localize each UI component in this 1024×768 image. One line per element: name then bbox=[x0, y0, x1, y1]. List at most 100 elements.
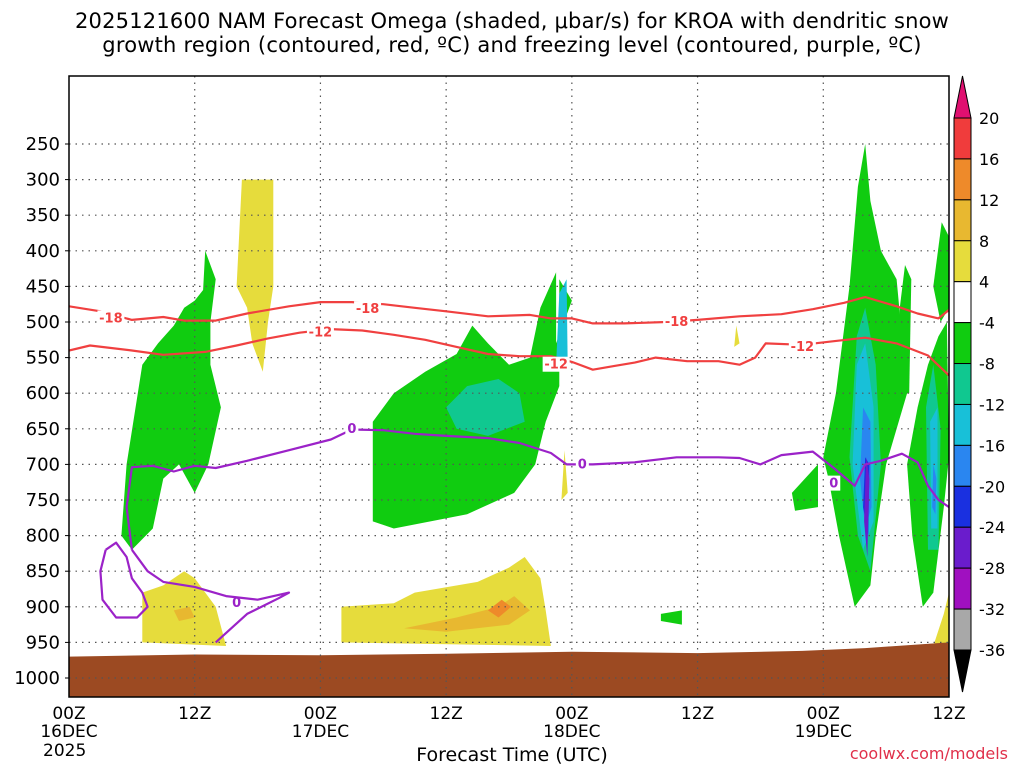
colorbar-label-3: 8 bbox=[979, 232, 989, 251]
omega-region-4 bbox=[896, 265, 912, 394]
omega-region-11 bbox=[556, 279, 568, 365]
colorbar: 20 16 12 8 4 -4 -8 -12 -16 -20 -24 -28 -32 -36 bbox=[953, 75, 1005, 693]
contour-label--18-1: -18 bbox=[356, 302, 380, 317]
colorbar-label-0: 20 bbox=[979, 109, 999, 128]
contour--18-0 bbox=[69, 296, 949, 325]
chart-title-line-2: growth region (contoured, red, ºC) and f… bbox=[102, 33, 922, 57]
y-tick-label-850: 850 bbox=[26, 561, 60, 582]
contour-label-bg bbox=[306, 324, 334, 340]
colorbar-bin-2 bbox=[953, 199, 972, 242]
y-tick-label-400: 400 bbox=[26, 241, 60, 262]
omega-region-26 bbox=[488, 599, 512, 618]
x-tick-date-h0: 16DEC bbox=[40, 722, 97, 742]
contour-0-4 bbox=[99, 541, 149, 619]
colorbar-label-6: -8 bbox=[979, 355, 995, 374]
colorbar-bin-5 bbox=[953, 322, 972, 365]
contour-label--18-0: -18 bbox=[99, 311, 123, 326]
contour-label-0-2: 0 bbox=[578, 457, 587, 472]
colorbar-bin-6 bbox=[953, 363, 972, 405]
colorbar-bin-12 bbox=[953, 608, 972, 651]
contour-label-bg bbox=[354, 301, 382, 317]
x-tick-label-h84: 12Z bbox=[932, 704, 965, 724]
colorbar-bin-10 bbox=[953, 526, 972, 569]
y-tick-label-600: 600 bbox=[26, 383, 60, 404]
omega-region-5 bbox=[933, 222, 949, 322]
colorbar-label-9: -20 bbox=[979, 477, 1005, 496]
y-tick-label-350: 350 bbox=[26, 205, 60, 226]
colorbar-label-7: -12 bbox=[979, 395, 1005, 414]
omega-region-0 bbox=[121, 250, 221, 550]
y-tick-label-250: 250 bbox=[26, 134, 60, 155]
contour-0-2 bbox=[125, 428, 949, 550]
colorbar-label-2: 12 bbox=[979, 191, 999, 210]
colorbar-label-10: -24 bbox=[979, 518, 1005, 537]
x-tick-label-h36: 12Z bbox=[430, 704, 463, 724]
x-tick-label-h60: 12Z bbox=[681, 704, 714, 724]
y-tick-label-1000: 1000 bbox=[14, 668, 60, 689]
omega-region-22 bbox=[734, 325, 740, 347]
colorbar-label-8: -16 bbox=[979, 436, 1005, 455]
x-tick-label-h72: 00Z bbox=[807, 704, 840, 724]
y-tick-label-700: 700 bbox=[26, 454, 60, 475]
y-tick-label-800: 800 bbox=[26, 526, 60, 547]
contour-label-bg bbox=[230, 595, 244, 611]
x-axis-label: Forecast Time (UTC) bbox=[416, 744, 608, 766]
colorbar-bin-7 bbox=[953, 403, 972, 446]
y-tick-label-550: 550 bbox=[26, 348, 60, 369]
y-tick-label-450: 450 bbox=[26, 276, 60, 297]
colorbar-label-1: 16 bbox=[979, 150, 999, 169]
plot-frame bbox=[68, 75, 950, 698]
x-tick-label-h48: 00Z bbox=[555, 704, 588, 724]
colorbar-label-5: -4 bbox=[979, 314, 995, 333]
y-tick-label-500: 500 bbox=[26, 312, 60, 333]
colorbar-bin-1 bbox=[953, 158, 972, 201]
x-tick-label-h12: 12Z bbox=[178, 704, 211, 724]
contour-label-0-3: 0 bbox=[829, 477, 838, 492]
contour-label-bg bbox=[542, 356, 570, 372]
contour-label-0-1: 0 bbox=[347, 422, 356, 437]
contour-label-bg bbox=[575, 456, 589, 472]
x-tick-date-h24: 17DEC bbox=[292, 722, 349, 742]
contour-label-bg bbox=[663, 314, 691, 329]
colorbar-bin-3 bbox=[953, 240, 972, 283]
omega-region-25 bbox=[173, 606, 195, 621]
contour-label-bg bbox=[345, 420, 359, 436]
plot-area: -18 -18 -18 -12 -12 -12 0 0 0 0 bbox=[69, 76, 949, 697]
x-tick-label-h24: 00Z bbox=[304, 704, 337, 724]
colorbar-bin-0 bbox=[953, 117, 972, 160]
y-tick-label-300: 300 bbox=[26, 170, 60, 191]
contour-label--12-2: -12 bbox=[791, 340, 815, 355]
contour-label-bg bbox=[97, 310, 125, 326]
y-tick-label-750: 750 bbox=[26, 490, 60, 511]
contour-label-bg bbox=[827, 475, 841, 491]
colorbar-bottom-arrow bbox=[953, 649, 972, 693]
contour-label-0-0: 0 bbox=[232, 596, 241, 611]
omega-region-21 bbox=[561, 450, 568, 500]
colorbar-label-4: 4 bbox=[979, 273, 989, 292]
contour-0-3 bbox=[131, 549, 291, 644]
omega-region-17 bbox=[864, 457, 870, 557]
omega-region-6 bbox=[791, 464, 818, 511]
contour-label--18-2: -18 bbox=[665, 315, 689, 330]
contour-label--12-1: -12 bbox=[544, 358, 568, 373]
colorbar-label-11: -28 bbox=[979, 559, 1005, 578]
contour-label--12-0: -12 bbox=[309, 326, 333, 341]
omega-region-18 bbox=[236, 179, 274, 372]
x-tick-date-h72: 19DEC bbox=[795, 722, 852, 742]
colorbar-bin-4 bbox=[953, 281, 972, 324]
y-tick-label-650: 650 bbox=[26, 419, 60, 440]
y-tick-label-900: 900 bbox=[26, 597, 60, 618]
omega-region-7 bbox=[660, 610, 682, 625]
colorbar-label-12: -32 bbox=[979, 600, 1005, 619]
site-credit[interactable]: coolwx.com/models bbox=[849, 744, 1008, 763]
contour-label-bg bbox=[788, 338, 816, 354]
colorbar-top-arrow bbox=[953, 75, 972, 119]
omega-region-23 bbox=[933, 592, 949, 646]
x-tick-label-h0: 00Z bbox=[52, 704, 85, 724]
omega-region-15 bbox=[932, 464, 937, 515]
colorbar-bin-11 bbox=[953, 567, 972, 610]
colorbar-bin-8 bbox=[953, 444, 972, 487]
y-tick-label-950: 950 bbox=[26, 632, 60, 653]
x-tick-date-h48: 18DEC bbox=[543, 722, 600, 742]
